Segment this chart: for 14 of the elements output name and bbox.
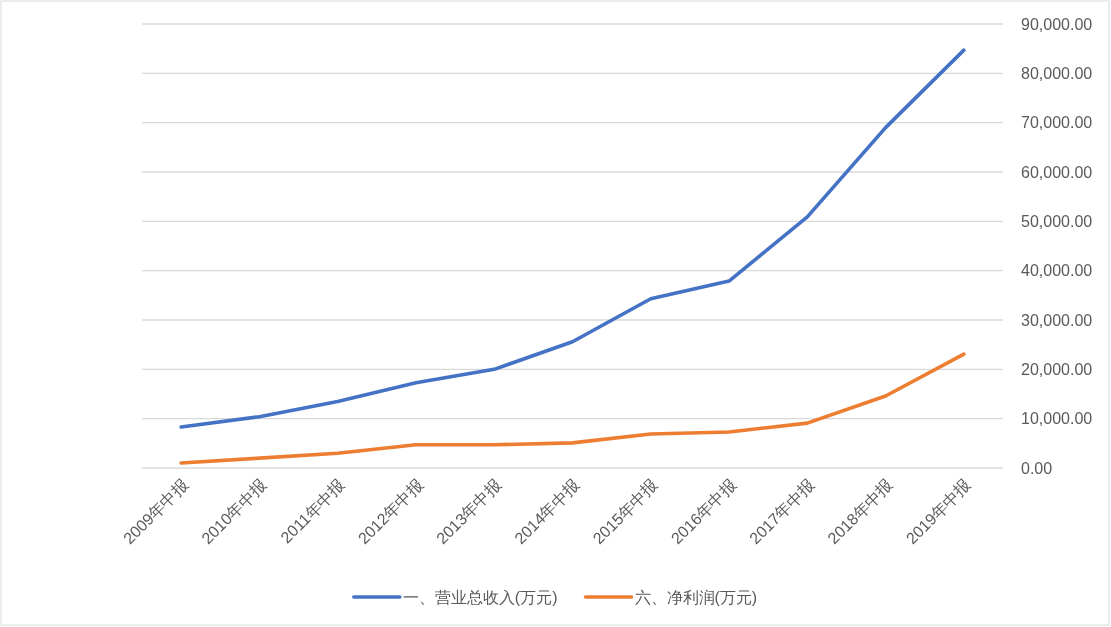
legend-label: 六、净利润(万元) — [634, 588, 758, 606]
y2-tick-label: 30,000.00 — [1021, 311, 1093, 329]
line-series — [179, 352, 966, 465]
y2-tick-label: 0.00 — [1021, 459, 1053, 477]
y2-tick-label: 80,000.00 — [1021, 64, 1093, 82]
y2-tick-label: 40,000.00 — [1021, 262, 1093, 280]
y2-tick-label: 20,000.00 — [1021, 360, 1093, 378]
line-series — [179, 48, 966, 429]
y2-tick-label: 50,000.00 — [1021, 212, 1093, 230]
y2-tick-label: 60,000.00 — [1021, 163, 1093, 181]
y2-tick-label: 10,000.00 — [1021, 410, 1093, 428]
legend-label: 一、营业总收入(万元) — [402, 588, 558, 606]
y2-tick-label: 90,000.00 — [1021, 15, 1093, 33]
y2-tick-label: 70,000.00 — [1021, 114, 1093, 132]
